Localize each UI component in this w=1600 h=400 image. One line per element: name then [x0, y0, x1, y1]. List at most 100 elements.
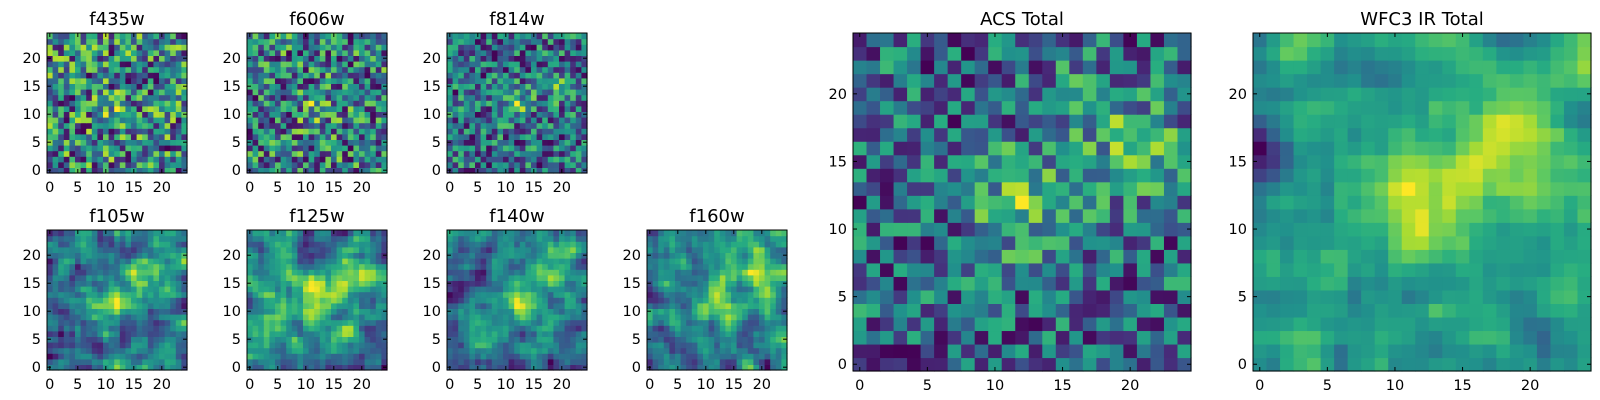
heatmap-cell	[297, 44, 304, 51]
heatmap-cell	[497, 139, 504, 146]
heatmap-cell	[570, 167, 577, 174]
heatmap-cell	[147, 364, 154, 371]
heatmap-cell	[381, 150, 388, 157]
heatmap-cell	[764, 325, 771, 332]
heatmap-cell	[447, 302, 454, 309]
heatmap-cell	[353, 55, 360, 62]
heatmap-cell	[75, 89, 82, 96]
heatmap-cell	[1177, 343, 1192, 359]
heatmap-cell	[547, 274, 554, 281]
heatmap-cell	[519, 77, 526, 84]
heatmap-cell	[759, 235, 766, 242]
heatmap-cell	[147, 269, 154, 276]
heatmap-cell	[675, 286, 682, 293]
heatmap-cell	[47, 314, 54, 321]
y-tick-label: 10	[23, 107, 41, 123]
heatmap-cell	[164, 77, 171, 84]
heatmap-cell	[497, 38, 504, 45]
heatmap-cell	[286, 308, 293, 315]
heatmap-cell	[80, 241, 87, 248]
heatmap-cell	[69, 297, 76, 304]
heatmap-cell	[525, 241, 532, 248]
heatmap-cell	[314, 49, 321, 56]
heatmap-cell	[1163, 276, 1179, 291]
heatmap-cell	[175, 308, 182, 315]
heatmap-cell	[480, 358, 487, 365]
heatmap-cell	[542, 117, 549, 124]
heatmap-cell	[86, 302, 93, 309]
heatmap-cell	[331, 336, 338, 343]
heatmap-cell	[447, 263, 454, 270]
heatmap-cell	[514, 100, 521, 107]
heatmap-cell	[1015, 208, 1030, 223]
heatmap-cell	[747, 308, 754, 315]
heatmap-cell	[669, 330, 676, 337]
heatmap-cell	[503, 150, 510, 157]
heatmap-cell	[736, 308, 743, 315]
heatmap-cell	[503, 252, 510, 259]
heatmap-cell	[331, 286, 338, 293]
heatmap-cell	[63, 258, 70, 265]
heatmap-cell	[114, 38, 121, 45]
heatmap-cell	[91, 230, 98, 237]
heatmap-cell	[525, 150, 532, 157]
heatmap-cell	[170, 72, 177, 79]
heatmap-cell	[91, 111, 98, 118]
heatmap-cell	[1163, 222, 1179, 237]
heatmap-cell	[491, 297, 498, 304]
heatmap-cell	[364, 297, 371, 304]
heatmap-cell	[564, 308, 571, 315]
heatmap-cell	[759, 280, 766, 287]
heatmap-cell	[91, 55, 98, 62]
heatmap-cell	[536, 89, 543, 96]
heatmap-cell	[714, 286, 721, 293]
heatmap-cell	[658, 353, 665, 360]
heatmap-cell	[142, 128, 149, 135]
heatmap-cell	[375, 94, 382, 101]
x-tick-label: 20	[553, 180, 571, 196]
heatmap-cell	[291, 83, 298, 90]
heatmap-cell	[731, 302, 738, 309]
heatmap-cell	[69, 263, 76, 270]
heatmap-cell	[69, 330, 76, 337]
heatmap-cell	[170, 308, 177, 315]
heatmap-cell	[164, 330, 171, 337]
heatmap-cell	[269, 269, 276, 276]
heatmap-cell	[469, 308, 476, 315]
heatmap-cell	[280, 246, 287, 253]
heatmap-cell	[297, 167, 304, 174]
heatmap-cell	[559, 342, 566, 349]
heatmap-cell	[159, 122, 166, 129]
heatmap-cell	[1123, 276, 1138, 291]
heatmap-cell	[164, 72, 171, 79]
heatmap-cell	[731, 336, 738, 343]
heatmap-cell	[893, 262, 908, 277]
heatmap-cell	[1096, 303, 1111, 318]
heatmap-cell	[759, 353, 766, 360]
heatmap-cell	[714, 297, 721, 304]
heatmap-cell	[125, 161, 132, 168]
heatmap-cell	[52, 246, 59, 253]
heatmap-cell	[347, 325, 354, 332]
heatmap-cell	[564, 167, 571, 174]
heatmap-cell	[564, 83, 571, 90]
heatmap-cell	[164, 263, 171, 270]
heatmap-cell	[331, 319, 338, 326]
heatmap-cell	[463, 100, 470, 107]
heatmap-cell	[1163, 249, 1179, 264]
heatmap-cell	[336, 258, 343, 265]
heatmap-cell	[86, 111, 93, 118]
heatmap-cell	[764, 314, 771, 321]
heatmap-cell	[52, 325, 59, 332]
heatmap-cell	[153, 230, 160, 237]
heatmap-cell	[1015, 222, 1030, 237]
heatmap-cell	[58, 145, 65, 152]
heatmap-cell	[263, 353, 270, 360]
heatmap-cell	[336, 235, 343, 242]
heatmap-cell	[131, 336, 138, 343]
heatmap-cell	[542, 330, 549, 337]
heatmap-cell	[747, 241, 754, 248]
heatmap-cell	[252, 55, 259, 62]
heatmap-cell	[559, 105, 566, 112]
